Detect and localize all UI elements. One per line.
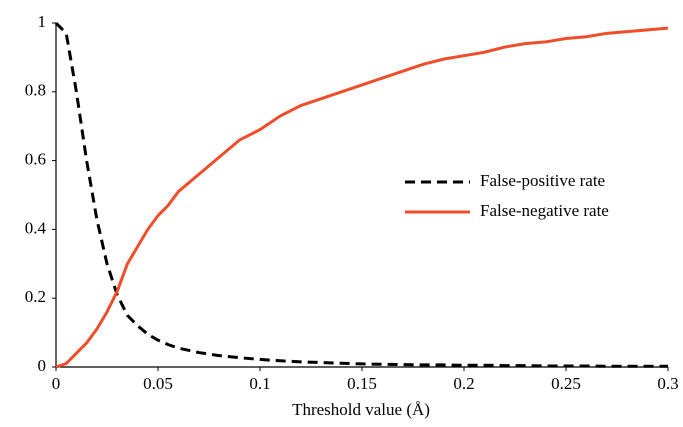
- y-tick-label: 1: [38, 12, 47, 31]
- series-line: [54, 21, 668, 368]
- y-tick-label: 0.6: [25, 150, 46, 169]
- x-tick-label: 0.1: [249, 374, 270, 393]
- legend-label: False-positive rate: [480, 171, 605, 190]
- x-tick-label: 0: [52, 374, 61, 393]
- x-tick-label: 0.25: [551, 374, 581, 393]
- x-tick-label: 0.3: [657, 374, 678, 393]
- y-tick-label: 0.8: [25, 81, 46, 100]
- series-line: [55, 26, 669, 369]
- y-tick-label: 0.4: [25, 218, 47, 237]
- y-tick-label: 0: [38, 356, 47, 375]
- x-tick-label: 0.2: [453, 374, 474, 393]
- x-axis-label: Threshold value (Å): [292, 400, 430, 419]
- legend-label: False-negative rate: [480, 201, 609, 220]
- x-tick-label: 0.15: [347, 374, 377, 393]
- y-tick-label: 0.2: [25, 287, 46, 306]
- x-tick-label: 0.05: [143, 374, 173, 393]
